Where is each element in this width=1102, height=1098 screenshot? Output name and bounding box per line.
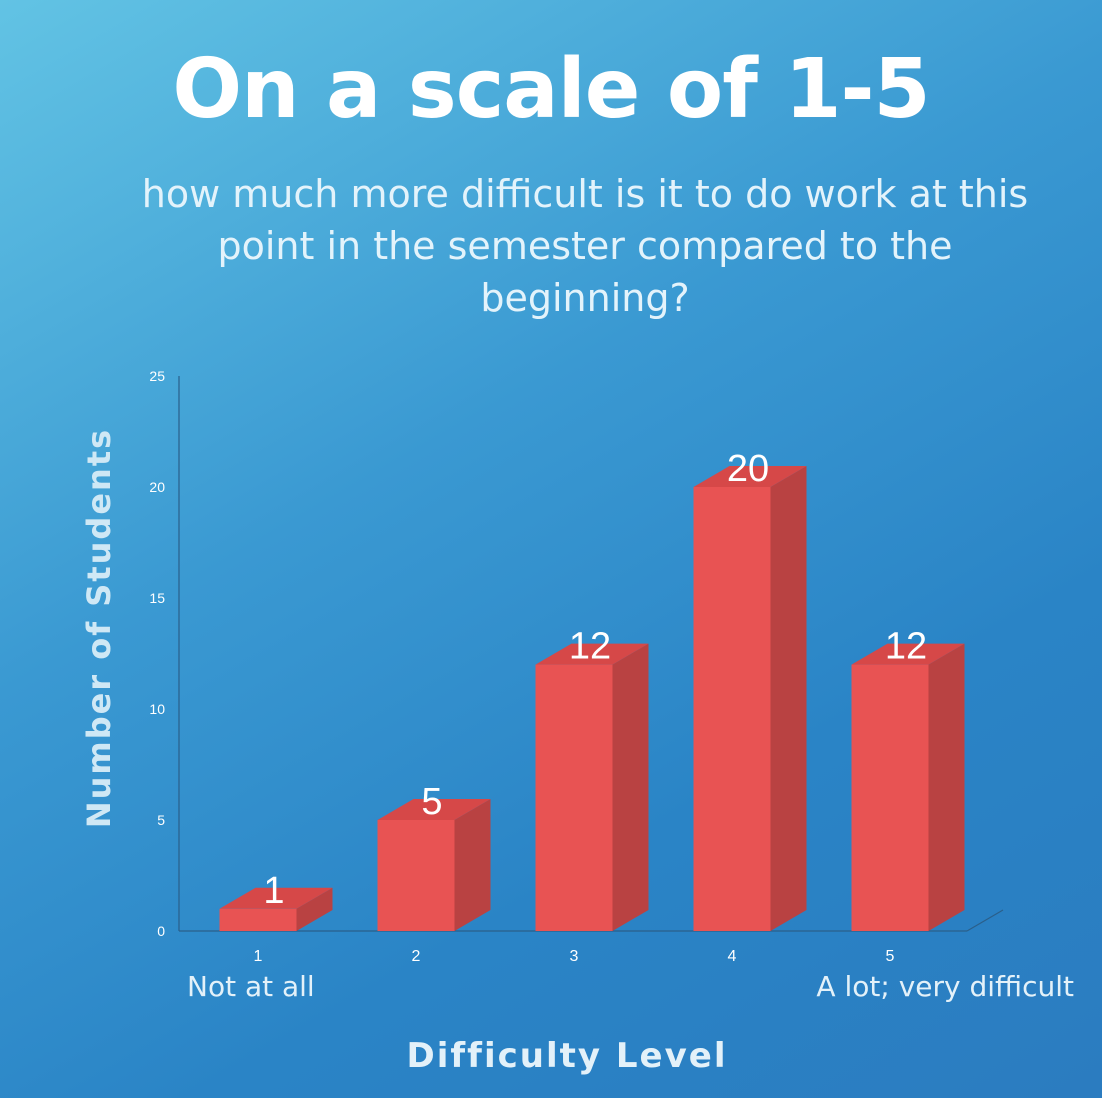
bar-side [770,466,807,931]
y-tick-label: 25 [149,368,165,384]
x-axis-depth-line [966,909,1004,932]
data-label: 12 [569,626,611,668]
bar-top [535,643,649,665]
y-axis-label: Number of Students [80,427,118,829]
x-tick-label: 2 [412,948,421,965]
x-tick-label: 5 [886,948,895,965]
bar-top [851,643,965,665]
x-tick-label: 4 [728,948,737,965]
x-tick-label: 3 [570,948,579,965]
x-tick-label: 1 [254,948,263,965]
bar [377,820,455,931]
bar [693,487,771,931]
y-tick-label: 10 [149,701,165,717]
chart-title: On a scale of 1-5 [172,42,930,137]
data-label: 20 [727,448,769,490]
bar-side [454,799,491,931]
bar-top [219,887,333,909]
data-label: 1 [263,870,284,912]
bar-side [928,643,965,931]
bar [219,908,297,931]
bar-top [693,466,807,487]
category-annotation-not-at-all: Not at all [187,970,315,1003]
bar-side [296,887,333,931]
x-axis-label: Difficulty Level [406,1036,728,1076]
data-label: 5 [421,781,442,823]
category-annotation-very-difficult: A lot; very difficult [816,970,1074,1003]
bar-side [612,643,649,931]
y-tick-label: 0 [157,923,165,939]
bar [535,664,613,931]
chart-subtitle: how much more difficult is it to do work… [141,172,1029,320]
bar [851,664,929,931]
bar-top [377,799,491,820]
y-tick-label: 20 [149,479,165,495]
y-tick-label: 15 [149,590,165,606]
data-label: 12 [885,626,927,668]
y-tick-label: 5 [157,812,165,828]
